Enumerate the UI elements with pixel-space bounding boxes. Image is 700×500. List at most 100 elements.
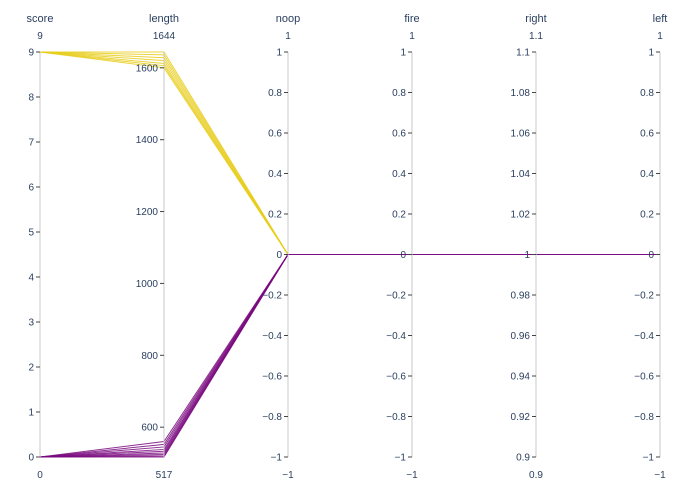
axis-tick-label: 8 (28, 93, 34, 104)
axis-range-max: 1 (285, 31, 291, 42)
axis-tick-label: 0.8 (392, 88, 406, 99)
axis-tick-label: 0.2 (268, 210, 282, 221)
axis-title: noop (276, 13, 300, 25)
axis-range-min: 517 (156, 470, 173, 481)
axis-title: left (653, 13, 668, 25)
data-line-7 (39, 51, 660, 255)
axis-tick-label: 0.9 (516, 453, 530, 464)
axis-tick-label: 1400 (136, 135, 159, 146)
axis-tick-label: 0.6 (640, 129, 654, 140)
axis-fire[interactable]: fire 1 −1 −1 −0.8 −0.6 −0.4 −0.2 0 0.2 0.4 0.6 0.8 1 (386, 13, 419, 481)
axis-range-min: 0 (37, 470, 43, 481)
axis-tick-label: 800 (141, 351, 158, 362)
axis-tick-label: 0.4 (392, 169, 406, 180)
axis-tick-label: 0 (28, 453, 34, 464)
axis-tick-label: 1.02 (511, 210, 531, 221)
axis-tick-label: −1 (271, 453, 283, 464)
data-line-1 (40, 51, 660, 255)
axis-tick-label: 0.4 (640, 169, 654, 180)
axis-tick-label: 1 (400, 48, 406, 59)
data-line-12 (39, 254, 660, 458)
axis-tick-label: −0.2 (634, 291, 654, 302)
axis-tick-label: −0.8 (262, 412, 282, 423)
axis-tick-label: 1.08 (511, 88, 531, 99)
axis-tick-label: −0.4 (262, 331, 282, 342)
axis-noop[interactable]: noop 1 −1 −1 −0.8 −0.6 −0.4 −0.2 0 0.2 0.4 0.6 0.8 1 (262, 13, 300, 481)
axis-range-min: −1 (282, 470, 294, 481)
data-line-11 (39, 254, 660, 458)
polyline-layer (39, 51, 660, 458)
data-line-4 (39, 51, 660, 255)
axis-title: fire (404, 13, 419, 25)
axis-tick-label: 0.8 (640, 88, 654, 99)
data-line-14 (39, 254, 660, 458)
axis-tick-label: 6 (28, 183, 34, 194)
axis-tick-label: −0.6 (386, 372, 406, 383)
axis-range-max: 1 (657, 31, 663, 42)
axis-tick-label: 0.94 (511, 372, 531, 383)
axis-right[interactable]: right 1.1 0.9 0.9 0.92 0.94 0.96 0.98 1 1.02 1.04 1… (511, 13, 547, 481)
axis-tick-label: 0.98 (511, 291, 531, 302)
axis-score[interactable]: score 9 00 1 2 3 4 5 6 7 8 9 (27, 13, 54, 481)
axis-tick-label: 0 (648, 250, 654, 261)
data-line-6 (39, 51, 660, 255)
axis-range-min: −1 (654, 470, 666, 481)
data-line-16 (39, 254, 660, 458)
axis-tick-label: 0.92 (511, 412, 531, 423)
axis-tick-label: −1 (643, 453, 655, 464)
axis-tick-label: 1.1 (516, 48, 530, 59)
axis-tick-label: −0.2 (262, 291, 282, 302)
data-line-15 (39, 254, 660, 458)
axis-tick-label: −1 (395, 453, 407, 464)
axis-tick-label: 7 (28, 138, 34, 149)
axis-tick-label: 0 (276, 250, 282, 261)
axis-tick-label: 1.06 (511, 129, 531, 140)
axis-tick-label: −0.4 (386, 331, 406, 342)
axis-tick-label: 1600 (136, 63, 159, 74)
axis-tick-label: 0.2 (640, 210, 654, 221)
axis-tick-label: 0.96 (511, 331, 531, 342)
axis-tick-label: 1200 (136, 207, 159, 218)
axis-tick-label: 0.8 (268, 88, 282, 99)
axis-range-max: 1644 (153, 31, 176, 42)
axis-tick-label: 0.6 (268, 129, 282, 140)
axes-layer: score900123456789length16445176008001000… (27, 13, 668, 481)
axis-tick-label: 2 (28, 363, 34, 374)
axis-tick-label: 1 (648, 48, 654, 59)
axis-tick-label: 1 (524, 250, 530, 261)
axis-tick-label: 0 (400, 250, 406, 261)
axis-title: score (27, 13, 54, 25)
data-line-9 (39, 254, 660, 458)
data-line-5 (39, 51, 660, 255)
axis-length[interactable]: length 1644 517 600 800 1000 1200 1400 1600 (136, 13, 179, 481)
axis-range-min: 0.9 (529, 470, 543, 481)
axis-title: length (149, 13, 179, 25)
axis-tick-label: −0.2 (386, 291, 406, 302)
data-line-13 (39, 254, 660, 458)
axis-tick-label: 9 (28, 48, 34, 59)
axis-tick-label: 1.04 (511, 169, 531, 180)
axis-range-max: 1 (409, 31, 415, 42)
data-line-3 (39, 51, 660, 255)
axis-tick-label: −0.6 (634, 372, 654, 383)
axis-tick-label: −0.4 (634, 331, 654, 342)
axis-title: right (525, 13, 546, 25)
data-line-2 (39, 51, 660, 255)
axis-tick-label: −0.6 (262, 372, 282, 383)
axis-tick-label: −0.8 (634, 412, 654, 423)
axis-tick-label: 0.6 (392, 129, 406, 140)
axis-tick-label: 0.2 (392, 210, 406, 221)
axis-tick-label: −0.8 (386, 412, 406, 423)
axis-tick-label: 600 (141, 423, 158, 434)
axis-left[interactable]: left 1 −1 −1 −0.8 −0.6 −0.4 −0.2 0 0.2 0.4 0.6 0.8 1 (634, 13, 667, 481)
axis-tick-label: 4 (28, 273, 34, 284)
data-line-10 (39, 254, 660, 458)
axis-tick-label: 3 (28, 318, 34, 329)
axis-tick-label: 1 (28, 408, 34, 419)
axis-tick-label: 1 (276, 48, 282, 59)
axis-tick-label: 1000 (136, 279, 159, 290)
axis-tick-label: 5 (28, 228, 34, 239)
axis-tick-label: 0.4 (268, 169, 282, 180)
axis-range-max: 9 (37, 31, 43, 42)
